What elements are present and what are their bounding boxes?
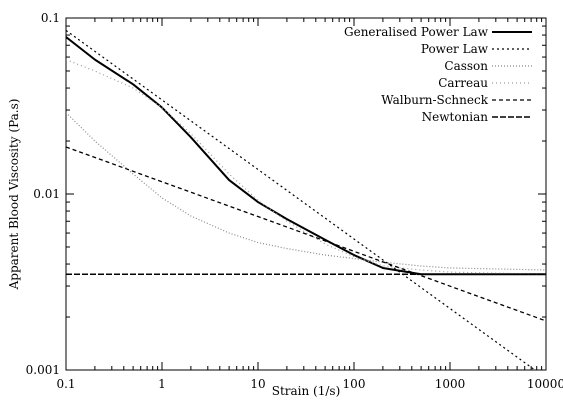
legend-label-generalised-power-law: Generalised Power Law [344,25,489,39]
y-tick-label: 0.1 [41,11,60,25]
legend: Generalised Power Law Power Law Casson Carr… [344,25,532,124]
legend-label-carreau: Carreau [438,76,488,90]
series-line-carreau [66,59,546,275]
x-tick-label: 10000 [527,377,563,391]
legend-label-newtonian: Newtonian [422,110,489,124]
x-tick-label: 1 [158,377,166,391]
legend-label-walburn-schneck: Walburn-Schneck [381,93,488,107]
y-tick-label: 0.01 [33,187,60,201]
series-line-casson [66,112,546,271]
x-tick-label: 10 [250,377,265,391]
legend-label-power-law: Power Law [421,42,489,56]
x-tick-label: 100 [343,377,366,391]
series-layer [66,29,546,370]
series-line-generalised-power-law [66,36,546,276]
series-line-power-law [66,29,536,370]
y-axis-title: Apparent Blood Viscosity (Pa.s) [7,99,21,291]
y-tick-label: 0.001 [26,363,60,377]
axis-ticks: 0.1 1 10 100 1000 10000 0.001 0.01 0.1 [26,11,563,391]
x-tick-label: 0.1 [56,377,75,391]
series-line-walburn-schneck [66,146,546,322]
x-tick-label: 1000 [435,377,466,391]
legend-label-casson: Casson [444,59,488,73]
x-axis-title: Strain (1/s) [272,384,341,398]
